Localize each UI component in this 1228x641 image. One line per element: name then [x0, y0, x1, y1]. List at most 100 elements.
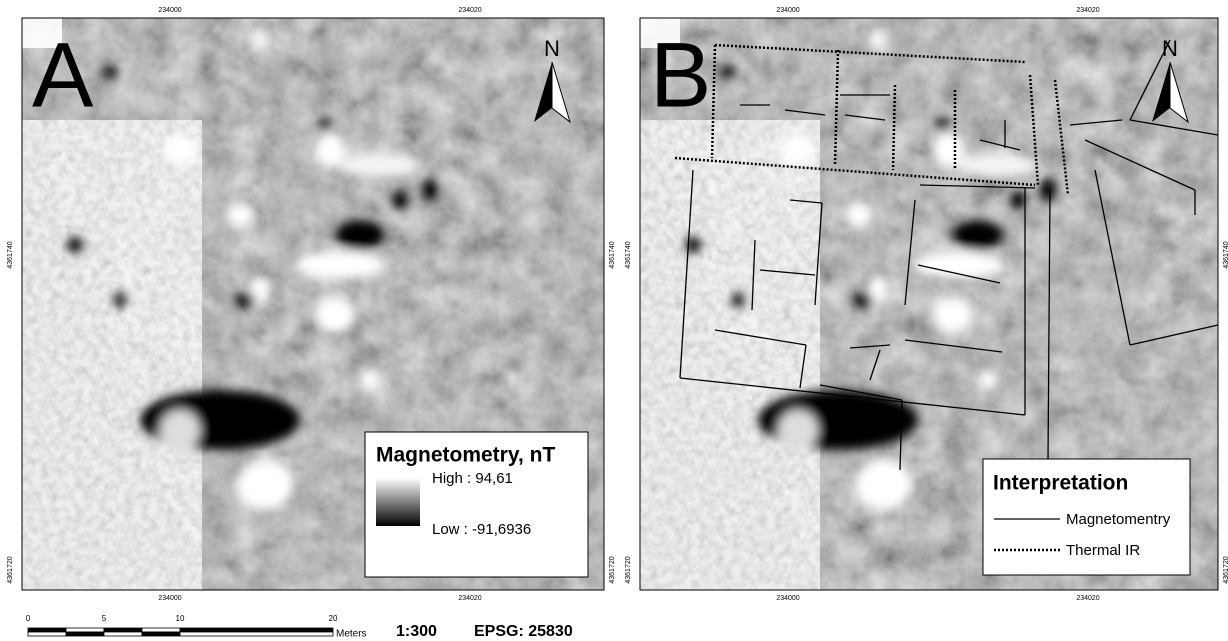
anomaly: [114, 292, 126, 308]
anomaly: [315, 132, 345, 168]
magnetometry-line: [1129, 119, 1219, 136]
legend-title: Interpretation: [993, 472, 1128, 495]
anomaly: [1040, 178, 1056, 202]
anomaly: [953, 220, 1003, 250]
top-white: [640, 18, 680, 48]
map-panel: 234000 234000 234020 234020 4361740 4361740 43…: [7, 7, 616, 602]
anomaly: [317, 119, 333, 131]
legend-low: Low : -91,6936: [432, 521, 531, 538]
scale-segment: [65, 631, 105, 637]
anomaly: [237, 460, 293, 510]
magnetometry-line: [784, 109, 826, 116]
legend-box: [982, 458, 1191, 576]
y-coord-label: 4361720: [625, 556, 632, 583]
scale-tick-label: 10: [176, 614, 185, 623]
anomaly: [1010, 190, 1026, 210]
panel-frame: [21, 17, 605, 591]
top-white: [22, 18, 62, 48]
north-arrow-left: [1152, 62, 1170, 122]
anomaly: [160, 410, 200, 450]
magnetometry-line: [814, 202, 823, 306]
anomaly: [868, 276, 888, 304]
scale-ratio: 1:300: [396, 623, 437, 640]
y-coord-label: 4361720: [7, 556, 14, 583]
magnetometry-line: [904, 339, 1003, 353]
magnetometry-line: [979, 139, 1021, 151]
x-coord-label-bottom: 234000: [776, 595, 799, 602]
north-arrow-right: [1169, 61, 1189, 124]
anomaly: [935, 119, 951, 131]
anomaly: [933, 297, 973, 333]
thermal-line: [674, 156, 1036, 187]
anomaly: [162, 134, 198, 166]
magnetometry-line: [844, 114, 886, 121]
magnetometry-line: [917, 264, 1001, 284]
legend-high: High : 94,61: [432, 470, 513, 487]
magnetometry-line: [714, 329, 807, 346]
legend-item: Thermal IR: [1066, 542, 1140, 559]
magnetometry-line: [1047, 189, 1051, 461]
interpretation-lines: [674, 39, 1219, 471]
anomaly: [67, 237, 83, 253]
scale-tick-label: 20: [329, 614, 338, 623]
north-arrow-left: [534, 62, 552, 122]
x-coord-label-bottom: 234000: [158, 595, 181, 602]
magnetometry-line: [751, 239, 756, 311]
hillshade-texture: [22, 120, 202, 590]
north-arrow-right: [551, 61, 571, 124]
scale-unit: Meters: [336, 629, 367, 640]
scale-segment: [27, 627, 67, 633]
magnetometry-line: [789, 199, 823, 204]
scale-tick-label: 5: [102, 614, 107, 623]
anomaly: [315, 297, 355, 333]
panel-label: A: [32, 24, 94, 126]
magnetometry-line: [1069, 119, 1123, 126]
anomaly: [855, 460, 911, 510]
anomaly: [778, 410, 818, 450]
panel-frame: [639, 17, 1219, 591]
panel-label: B: [650, 24, 711, 126]
scale-segment: [65, 627, 105, 633]
y-coord-label-right: 4361720: [1223, 556, 1228, 583]
anomaly: [853, 292, 873, 308]
x-coord-label: 234020: [458, 7, 481, 14]
anomaly: [250, 276, 270, 304]
y-coord-label-right: 4361720: [609, 556, 616, 583]
y-coord-label: 4361740: [7, 241, 14, 268]
anomaly: [295, 251, 385, 279]
scale-segment: [27, 631, 67, 637]
anomaly: [102, 66, 118, 78]
anomaly: [958, 153, 1038, 177]
legend-item: Magnetomentry: [1066, 511, 1171, 528]
anomaly: [913, 251, 1003, 279]
anomaly: [732, 292, 744, 308]
anomaly: [335, 220, 385, 250]
x-coord-label-bottom: 234020: [1076, 595, 1099, 602]
magnetometry-line: [1084, 139, 1196, 191]
magnetometry-line: [849, 344, 891, 349]
magnetometry-line: [1094, 169, 1131, 346]
x-coord-label: 234000: [776, 7, 799, 14]
magnetometry-line: [869, 349, 881, 381]
scale-segment: [141, 631, 181, 637]
thermal-line: [710, 44, 717, 159]
anomaly: [933, 132, 963, 168]
anomalies: [685, 30, 1056, 510]
raster: [22, 18, 604, 590]
hillshade-texture: [640, 120, 820, 590]
magnetometry-line: [1129, 39, 1171, 121]
scale-segment: [179, 631, 334, 637]
legend-gradient: [376, 478, 420, 526]
anomaly: [340, 153, 420, 177]
legend-b: Interpretation Magnetomentry Thermal IR: [982, 458, 1191, 576]
magnetometry-line: [799, 344, 807, 389]
anomaly: [422, 178, 438, 202]
x-coord-label: 234000: [158, 7, 181, 14]
anomaly: [978, 370, 998, 390]
anomaly: [780, 134, 816, 166]
anomalies: [67, 30, 438, 510]
anomaly: [870, 30, 886, 50]
anomaly: [360, 370, 380, 390]
y-coord-label: 4361740: [625, 241, 632, 268]
